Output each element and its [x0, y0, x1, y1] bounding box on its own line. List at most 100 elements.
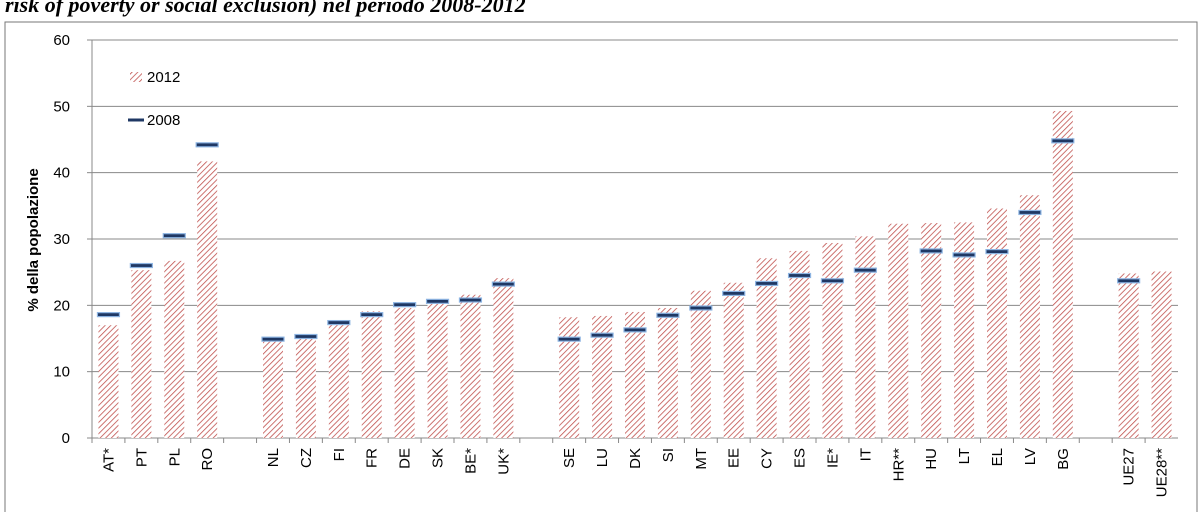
marker-2008	[787, 272, 812, 279]
legend-label: 2012	[147, 69, 180, 86]
x-tick-label: ES	[792, 448, 809, 468]
bar	[197, 161, 218, 438]
legend-swatch	[128, 118, 144, 122]
y-axis-label: % della popolazione	[25, 168, 42, 311]
marker-2008	[425, 298, 450, 304]
marker-2008	[623, 327, 647, 333]
marker-2008	[755, 280, 779, 287]
x-tick-label: BG	[1055, 448, 1072, 470]
bar	[723, 282, 744, 438]
x-tick-label: DK	[627, 448, 644, 469]
bar	[888, 223, 909, 438]
marker-2008	[360, 312, 384, 318]
y-tick-label: 40	[53, 165, 70, 182]
x-tick-label: DE	[397, 448, 414, 469]
x-tick-label: PT	[133, 448, 150, 467]
bar	[789, 250, 810, 438]
x-tick-label: UE27	[1121, 448, 1138, 486]
x-tick-label: LT	[956, 448, 973, 464]
x-tick-label: EL	[989, 448, 1006, 466]
y-tick-label: 20	[53, 297, 70, 314]
bar	[954, 222, 975, 438]
bar	[164, 260, 185, 438]
bar	[855, 236, 876, 438]
bar	[559, 317, 580, 438]
x-tick-label: EE	[726, 448, 743, 468]
marker-2008	[162, 233, 186, 239]
marker-2008	[327, 319, 351, 326]
bar	[328, 323, 349, 438]
marker-2008	[129, 262, 153, 269]
x-tick-label: SK	[430, 448, 447, 468]
bar	[690, 290, 711, 438]
marker-2008	[393, 302, 417, 308]
bar	[625, 311, 645, 438]
bar	[394, 307, 415, 438]
x-tick-label: SE	[561, 448, 578, 468]
marker-2008	[195, 142, 219, 148]
bar	[657, 307, 678, 438]
x-tick-label: NL	[265, 448, 282, 467]
bar	[1019, 195, 1040, 438]
marker-2008	[491, 281, 515, 287]
bar	[1118, 273, 1139, 438]
y-tick-label: 60	[53, 32, 70, 49]
bar	[592, 315, 613, 438]
chart-title: risk of poverty or social exclusion) nel…	[5, 0, 526, 17]
marker-2008	[820, 278, 845, 284]
marker-2008	[458, 297, 483, 303]
bar	[361, 311, 382, 438]
chart-frame	[4, 21, 1198, 512]
x-tick-label: AT*	[100, 448, 117, 472]
y-tick-label: 50	[53, 98, 70, 115]
marker-2008	[656, 312, 680, 318]
x-tick-label: UE28**	[1154, 448, 1171, 497]
x-tick-label: FR	[364, 448, 381, 468]
x-tick-label: MT	[693, 448, 710, 470]
marker-2008	[1117, 278, 1141, 284]
marker-2008	[952, 252, 976, 258]
bar	[98, 325, 119, 438]
y-tick-label: 30	[53, 231, 70, 248]
marker-2008	[557, 336, 581, 342]
x-tick-label: BE*	[462, 448, 479, 474]
bar	[460, 294, 481, 438]
bar	[756, 258, 777, 438]
marker-2008	[853, 267, 877, 273]
marker-2008	[689, 305, 713, 311]
bar	[493, 278, 514, 438]
marker-2008	[722, 290, 746, 296]
marker-2008	[919, 248, 943, 254]
y-tick-label: 0	[62, 430, 70, 447]
x-tick-label: HU	[923, 448, 940, 470]
x-tick-label: CZ	[298, 448, 315, 468]
bar	[921, 223, 942, 438]
bar	[822, 242, 843, 438]
x-tick-label: LV	[1022, 448, 1039, 465]
bar	[427, 302, 448, 438]
marker-2008	[96, 312, 121, 318]
marker-2008	[590, 332, 614, 338]
x-tick-label: HR**	[890, 448, 907, 482]
x-tick-label: SI	[660, 448, 677, 462]
marker-2008	[1051, 138, 1075, 144]
x-tick-label: CY	[759, 448, 776, 469]
y-tick-label: 10	[53, 364, 70, 381]
marker-2008	[261, 336, 285, 342]
marker-2008	[294, 333, 318, 340]
marker-2008	[1018, 209, 1042, 216]
x-tick-label: PL	[166, 448, 183, 466]
x-tick-label: IE*	[824, 448, 841, 468]
x-tick-label: FI	[331, 448, 348, 461]
legend-label: 2008	[147, 112, 180, 129]
x-tick-label: IT	[857, 448, 874, 461]
bar	[987, 208, 1007, 438]
marker-2008	[985, 249, 1009, 255]
x-tick-label: RO	[199, 448, 216, 471]
legend-swatch	[130, 72, 142, 82]
bar	[263, 338, 283, 438]
bar	[295, 335, 316, 438]
bar	[1052, 110, 1073, 438]
bar	[1151, 271, 1172, 438]
